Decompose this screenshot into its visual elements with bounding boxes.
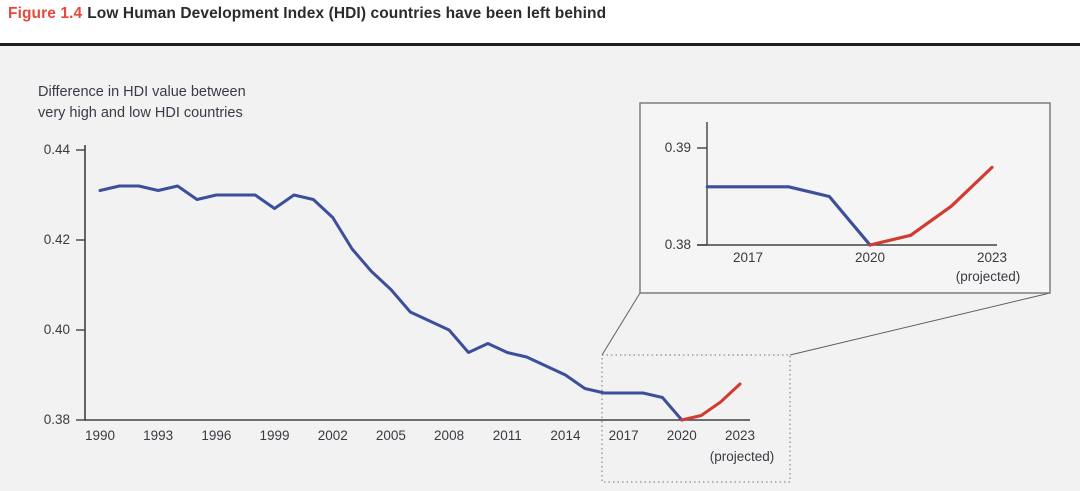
inset-projected-line: [868, 165, 994, 247]
inset-x-axis-label: 2023: [976, 250, 1008, 265]
figure-title-text: Low Human Development Index (HDI) countr…: [87, 5, 607, 22]
inset-x-axis-label: 2020: [854, 250, 886, 265]
main-x-axis-label: 2017: [608, 428, 639, 443]
inset-y-axis-label: 0.39: [664, 140, 691, 155]
main-x-axis-label: 1996: [201, 428, 232, 443]
main-x-axis-label: 1990: [84, 428, 116, 443]
inset-observed-line: [705, 185, 872, 247]
main-y-axis-label: 0.44: [43, 142, 70, 157]
inset-chart-frame: [639, 102, 1051, 294]
main-x-axis-label: 1999: [259, 428, 290, 443]
main-x-axis-label: 2014: [550, 428, 581, 443]
main-x-axis-label: 2005: [375, 428, 406, 443]
main-y-axis-label: 0.42: [43, 232, 70, 247]
projected-line: [680, 382, 742, 422]
figure-number-label: Figure 1.4: [8, 5, 83, 22]
zoom-connector-left: [601, 292, 641, 356]
main-x-axis-label: 2008: [434, 428, 465, 443]
main-x-axis-label: 2002: [317, 428, 348, 443]
title-divider-rule: [0, 43, 1080, 46]
main-x-axis-label: 2011: [492, 428, 522, 443]
observed-line: [98, 184, 684, 422]
inset-x-axis-projected-note: (projected): [955, 269, 1021, 284]
figure-title: Figure 1.4 Low Human Development Index (H…: [8, 5, 606, 23]
inset-x-axis-label: 2017: [732, 250, 764, 265]
main-x-axis-label: 2020: [666, 428, 697, 443]
main-y-axis-label: 0.40: [43, 322, 70, 337]
main-x-axis-label: 1993: [143, 428, 174, 443]
chart-subtitle-line1: Difference in HDI value between: [38, 84, 246, 100]
main-y-axis-label: 0.38: [43, 412, 70, 427]
inset-y-axis-label: 0.38: [664, 237, 691, 252]
chart-subtitle: Difference in HDI value between very hig…: [38, 82, 246, 124]
main-x-axis-label: 2023: [724, 428, 756, 443]
main-x-axis-projected-note: (projected): [709, 449, 775, 464]
zoom-connector-right: [789, 292, 1051, 356]
chart-subtitle-line2: very high and low HDI countries: [38, 105, 243, 121]
